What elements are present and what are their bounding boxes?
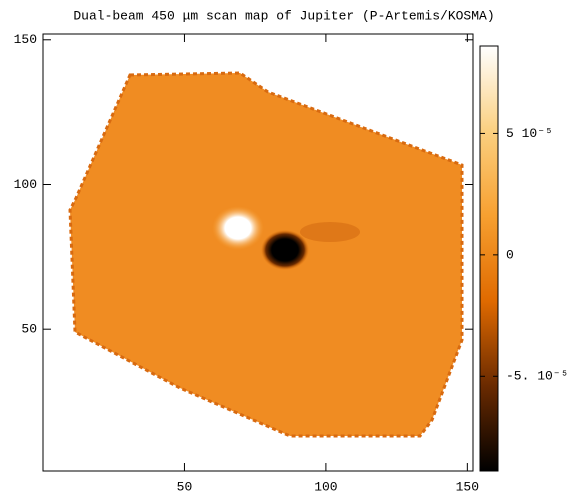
plot-frame xyxy=(42,33,474,472)
x-tick-label: 50 xyxy=(177,479,193,494)
x-tick-label: 150 xyxy=(456,479,479,494)
y-tick-label: 150 xyxy=(14,32,37,47)
colorbar-tick-label: 0 xyxy=(506,247,514,262)
colorbar xyxy=(479,45,499,472)
y-tick-label: 100 xyxy=(14,177,37,192)
map xyxy=(68,71,464,438)
colorbar-tick-label: 5 10⁻⁵ xyxy=(506,126,553,141)
y-tick-label: 50 xyxy=(21,322,37,337)
chart-title: Dual-beam 450 μm scan map of Jupiter (P-… xyxy=(73,8,494,23)
colorbar-tick-label: -5. 10⁻⁵ xyxy=(506,369,568,384)
x-tick-label: 100 xyxy=(314,479,337,494)
